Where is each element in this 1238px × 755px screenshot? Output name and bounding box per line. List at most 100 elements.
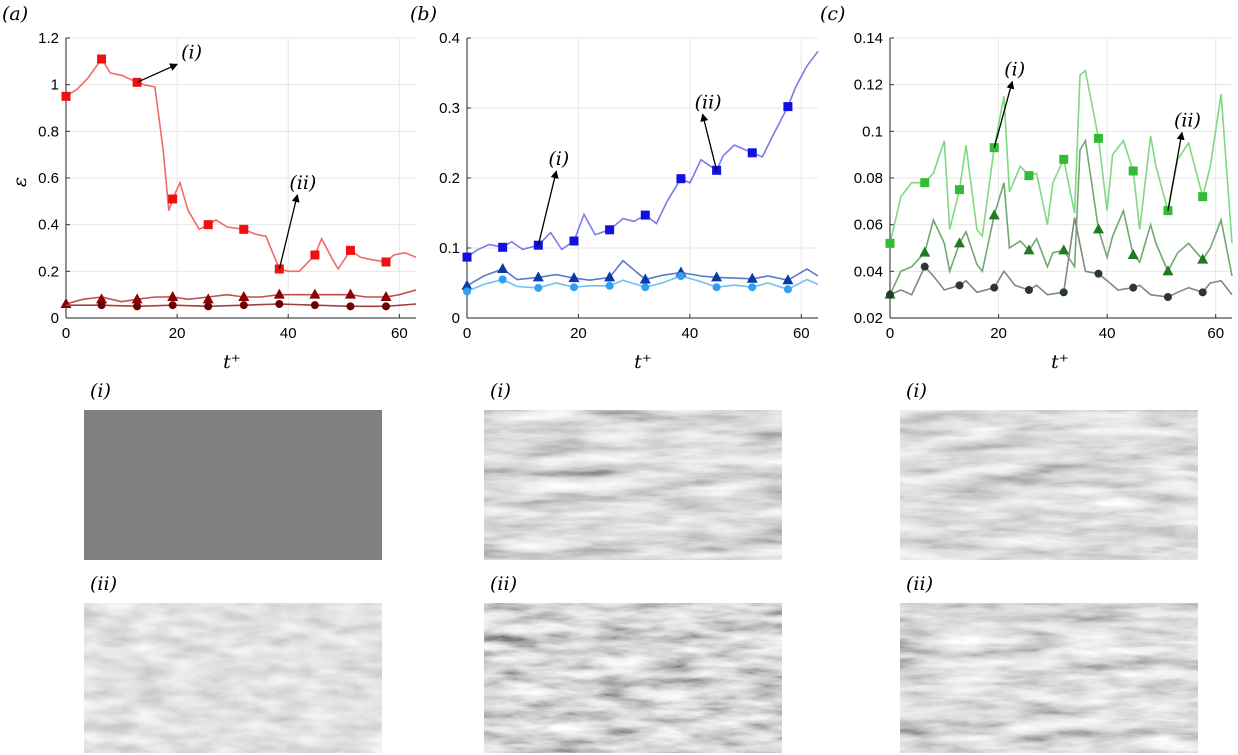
data-point-triangle <box>131 293 143 304</box>
xtick-label: 0 <box>463 325 471 342</box>
image-label-b-ii: (ii) <box>490 573 517 595</box>
data-point-square <box>885 238 895 248</box>
data-point-triangle <box>461 279 473 290</box>
image-label-c-ii: (ii) <box>906 573 933 595</box>
ytick-label: 1 <box>51 77 59 94</box>
ytick-label: 0.04 <box>854 263 883 280</box>
series-line-square <box>889 69 1233 244</box>
ytick-label: 0.1 <box>439 240 460 257</box>
data-point-circle <box>275 300 284 308</box>
data-point-square <box>345 245 355 255</box>
data-point-circle <box>676 272 685 280</box>
data-point-square <box>203 220 213 230</box>
chart-a: 0 0.2 0.4 0.6 0.8 1 1.2 0 20 40 60 (i) (ii) <box>38 30 417 342</box>
ytick-label: 0.3 <box>439 100 460 117</box>
data-point-triangle <box>167 291 179 301</box>
data-point-circle <box>204 302 213 311</box>
data-point-circle <box>569 283 578 292</box>
data-point-triangle <box>344 288 356 299</box>
data-point-circle <box>534 283 543 292</box>
data-point-triangle <box>309 288 321 299</box>
data-point-triangle <box>953 237 965 248</box>
ytick-label: 0.08 <box>854 170 883 187</box>
field-image-b-ii <box>484 603 782 753</box>
data-point-triangle <box>919 246 931 257</box>
annotation-label: (i) <box>1004 59 1025 81</box>
ytick-label: 0.06 <box>854 217 883 234</box>
annotation-arrow <box>537 170 559 246</box>
series-line-square <box>466 50 819 258</box>
data-point-circle <box>990 283 999 292</box>
data-point-triangle <box>1092 223 1104 234</box>
data-point-square <box>498 242 508 252</box>
data-point-circle <box>1059 288 1068 297</box>
data-point-square <box>640 210 650 220</box>
data-point-square <box>1128 166 1138 176</box>
data-point-circle <box>920 262 929 271</box>
data-point-triangle <box>1058 244 1070 255</box>
data-point-circle <box>1198 288 1207 297</box>
xtick-label: 60 <box>391 325 408 342</box>
data-point-triangle <box>1162 265 1174 276</box>
data-point-triangle <box>639 273 651 284</box>
data-point-circle <box>1129 283 1138 292</box>
data-point-triangle <box>746 272 758 283</box>
data-point-circle <box>1163 293 1172 301</box>
panel-label-b: (b) <box>410 3 437 25</box>
data-point-triangle <box>380 291 392 301</box>
xtick-label: 40 <box>682 325 699 342</box>
field-image-b-i <box>484 410 782 560</box>
data-point-square <box>168 194 178 204</box>
data-point-triangle <box>604 271 616 282</box>
data-point-square <box>1198 192 1208 202</box>
data-point-square <box>381 257 391 267</box>
annotation-arrow <box>278 194 300 270</box>
data-point-circle <box>783 285 792 294</box>
xtick-label: 40 <box>1099 325 1116 342</box>
xlabel-b: t⁺ <box>634 351 652 373</box>
data-point-circle <box>712 283 721 292</box>
xtick-label: 20 <box>570 325 587 342</box>
field-image-a-ii <box>84 603 382 753</box>
ytick-label: 0 <box>452 310 460 327</box>
series-line-circle <box>889 217 1233 298</box>
data-point-circle <box>382 302 390 311</box>
data-point-circle <box>641 283 650 292</box>
data-point-circle <box>346 302 355 311</box>
annotation-label: (ii) <box>1174 110 1201 132</box>
ytick-label: 0.8 <box>38 123 59 140</box>
data-point-square <box>920 178 930 188</box>
annotation-label: (ii) <box>289 172 316 194</box>
ytick-label: 0.14 <box>854 30 883 47</box>
data-point-circle <box>97 301 106 310</box>
data-point-square <box>462 252 472 262</box>
data-point-triangle <box>532 271 544 282</box>
xtick-label: 0 <box>62 325 70 342</box>
annotation-arrow <box>700 113 718 171</box>
xlabel-a: t⁺ <box>223 351 241 373</box>
data-point-triangle <box>1197 253 1209 264</box>
ytick-label: 0.2 <box>38 263 59 280</box>
data-point-circle <box>1094 269 1103 278</box>
data-point-square <box>783 102 793 112</box>
ytick-label: 0.02 <box>854 310 883 327</box>
field-image-c-i <box>900 410 1198 560</box>
xtick-label: 20 <box>990 325 1007 342</box>
ylabel-a: ε <box>9 177 31 187</box>
ytick-label: 0.12 <box>854 77 883 94</box>
annotation-label: (i) <box>181 41 202 63</box>
data-point-square <box>1059 154 1069 164</box>
data-point-square <box>1024 171 1034 181</box>
annotation-label: (ii) <box>695 91 722 113</box>
xtick-label: 0 <box>886 325 894 342</box>
data-point-circle <box>955 281 964 290</box>
chart-b: 0 0.1 0.2 0.3 0.4 0 20 40 60 (i) (ii) <box>439 30 819 342</box>
xtick-label: 60 <box>793 325 810 342</box>
data-point-square <box>747 148 757 158</box>
series-line-square <box>65 57 417 273</box>
data-point-circle <box>463 287 471 296</box>
data-point-square <box>310 250 320 260</box>
data-point-square <box>569 236 579 246</box>
image-label-c-i: (i) <box>906 380 927 402</box>
